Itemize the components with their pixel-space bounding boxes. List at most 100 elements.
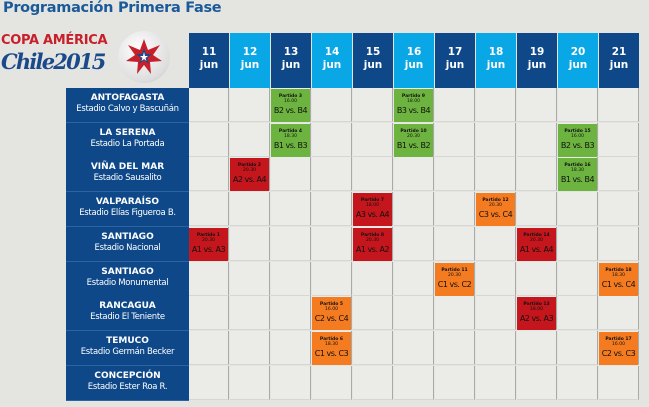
schedule-cell	[189, 122, 229, 157]
match-time: 20.30	[530, 237, 543, 243]
match-card[interactable]: Partido 13 18.00 A2 vs. A3	[517, 297, 556, 331]
schedule-cell	[230, 226, 270, 261]
logo-text-copa: COPA AMÉRICA	[1, 33, 108, 48]
match-card[interactable]: Partido 5 16.00 C2 vs. C4	[312, 297, 351, 331]
venue-label: ANTOFAGASTA Estadio Calvo y Bascuñán	[66, 88, 189, 123]
day-month: jun	[281, 59, 301, 71]
match-time: 20.30	[243, 168, 256, 174]
day-header: 19 jun	[517, 33, 557, 88]
match-card[interactable]: Partido 1 20.30 A1 vs. A3	[189, 227, 228, 261]
match-teams: B1 vs. B4	[560, 175, 595, 185]
match-time: 18.00	[530, 307, 543, 313]
schedule-cell	[230, 122, 270, 157]
match-card[interactable]: Partido 4 18.30 B1 vs. B3	[271, 123, 310, 157]
match-card[interactable]: Partido 2 20.30 A2 vs. A4	[230, 158, 269, 192]
schedule-cell	[517, 122, 557, 157]
venue-city: VALPARAÍSO	[95, 197, 160, 208]
day-number: 14	[324, 46, 340, 58]
match-card[interactable]: Partido 10 20.30 B1 vs. B2	[394, 123, 433, 157]
match-time: 16.00	[571, 133, 584, 139]
schedule-cell	[599, 88, 639, 122]
day-number: 19	[529, 46, 545, 58]
match-label: Partido 12	[482, 198, 509, 204]
match-card[interactable]: Partido 16 18.30 B1 vs. B4	[558, 158, 597, 192]
schedule-cell	[517, 88, 557, 122]
schedule-cell	[558, 226, 598, 261]
schedule-cell	[312, 226, 352, 261]
schedule-cell	[312, 365, 352, 400]
schedule-cell	[435, 296, 475, 331]
venue-stadium: Estadio Sausalito	[93, 173, 162, 184]
match-teams: A3 vs. A4	[355, 210, 390, 220]
day-month: jun	[609, 59, 629, 71]
schedule-cell	[230, 192, 270, 227]
match-time: 16.00	[612, 341, 625, 347]
day-header: 11 jun	[189, 33, 229, 88]
venue-city: SANTIAGO	[101, 231, 154, 242]
venue-label: VALPARAÍSO Estadio Elías Figueroa B.	[66, 192, 189, 228]
schedule-cell	[353, 88, 393, 122]
schedule-cell	[435, 226, 475, 261]
match-card[interactable]: Partido 7 18.00 A3 vs. A4	[353, 193, 392, 227]
match-teams: B2 vs. B3	[560, 140, 595, 150]
copa-america-logo: COPA AMÉRICA Chile2015	[0, 28, 185, 88]
day-number: 17	[447, 46, 463, 58]
day-number: 13	[283, 46, 299, 58]
match-card[interactable]: Partido 8 20.30 A1 vs. A2	[353, 227, 392, 261]
match-time: 18.30	[571, 168, 584, 174]
venue-stadium: Estadio Elías Figueroa B.	[79, 208, 176, 219]
match-teams: A1 vs. A2	[355, 244, 390, 254]
day-month: jun	[404, 59, 424, 71]
match-label: Partido 5	[319, 302, 344, 308]
venue-city: SANTIAGO	[101, 266, 154, 277]
match-teams: A2 vs. A4	[232, 175, 267, 185]
match-card[interactable]: Partido 17 16.00 C2 vs. C3	[599, 331, 638, 365]
schedule-cell	[189, 261, 229, 296]
schedule-cell	[271, 157, 311, 192]
schedule-cell	[394, 330, 434, 365]
match-label: Partido 16	[564, 163, 591, 169]
schedule-cell	[271, 226, 311, 261]
match-card[interactable]: Partido 6 18.30 C1 vs. C3	[312, 331, 351, 365]
schedule-cell	[230, 365, 270, 400]
schedule-cell	[271, 330, 311, 365]
venue-stadium: Estadio Ester Roa R.	[87, 381, 168, 392]
match-teams: B2 vs. B4	[273, 106, 308, 115]
match-card[interactable]: Partido 11 20.30 C1 vs. C2	[435, 262, 474, 296]
venue-label: TEMUCO Estadio Germán Becker	[66, 330, 189, 366]
day-header: 12 jun	[230, 33, 270, 88]
match-card[interactable]: Partido 9 18.00 B3 vs. B4	[394, 89, 433, 122]
match-card[interactable]: Partido 15 16.00 B2 vs. B3	[558, 123, 597, 157]
schedule-cell	[189, 330, 229, 365]
match-time: 20.30	[489, 203, 502, 209]
match-label: Partido 18	[605, 267, 632, 273]
match-card[interactable]: Partido 3 16.00 B2 vs. B4	[271, 89, 310, 122]
schedule-cell	[599, 226, 639, 261]
schedule-cell	[476, 365, 516, 400]
venue-stadium: Estadio Nacional	[94, 242, 161, 253]
match-time: 20.30	[448, 272, 461, 278]
schedule-cell	[476, 296, 516, 331]
match-teams: A2 vs. A3	[519, 314, 554, 324]
page-title: Programación Primera Fase	[3, 0, 222, 16]
match-time: 20.30	[202, 237, 215, 243]
schedule-cell	[517, 192, 557, 227]
schedule-cell	[558, 330, 598, 365]
match-card[interactable]: Partido 14 20.30 A1 vs. A4	[517, 227, 556, 261]
schedule-cell	[476, 330, 516, 365]
schedule-cell	[435, 192, 475, 227]
day-number: 18	[488, 46, 504, 58]
schedule-cell	[353, 296, 393, 331]
venue-label: SANTIAGO Estadio Monumental	[66, 261, 189, 297]
match-label: Partido 7	[360, 198, 385, 204]
match-teams: B1 vs. B3	[273, 140, 308, 150]
day-number: 15	[365, 46, 381, 58]
day-header: 14 jun	[312, 33, 352, 88]
match-card[interactable]: Partido 18 18.30 C1 vs. C4	[599, 262, 638, 296]
match-label: Partido 11	[441, 267, 468, 273]
match-label: Partido 8	[360, 232, 385, 238]
schedule-cell	[353, 122, 393, 157]
match-card[interactable]: Partido 12 20.30 C3 vs. C4	[476, 193, 515, 227]
venue-stadium: Estadio Calvo y Bascuñán	[76, 104, 179, 114]
match-time: 18.30	[612, 272, 625, 278]
